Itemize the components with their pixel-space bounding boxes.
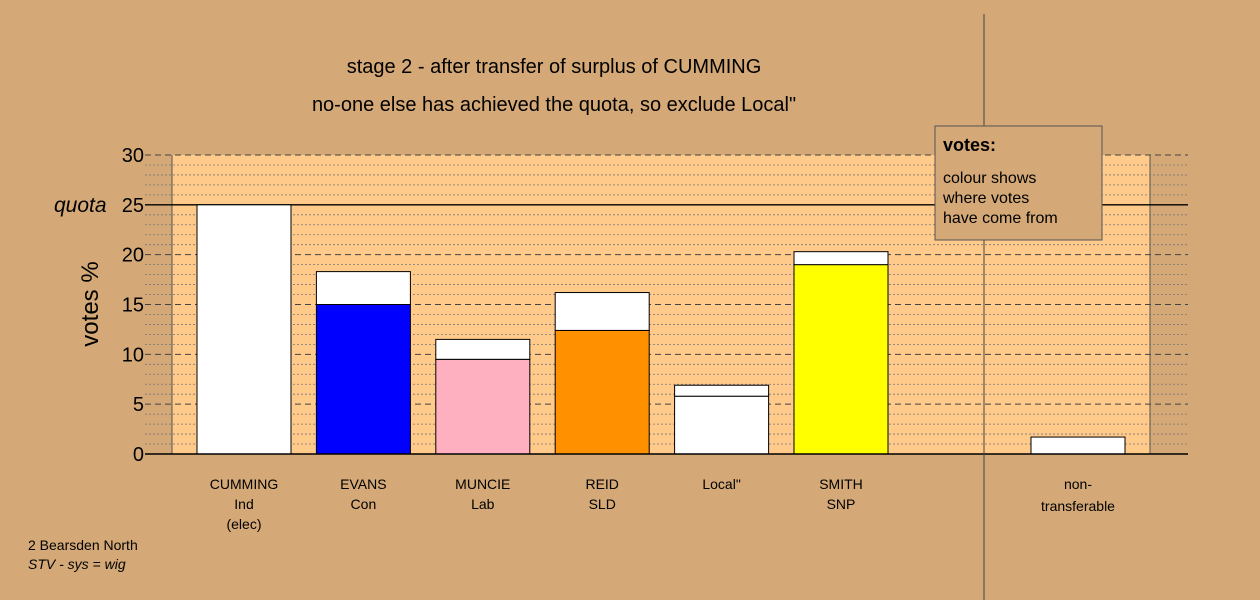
y-tick-labels: 0 5 10 15 20 25 30 — [122, 145, 144, 466]
category-label: transferable — [1041, 498, 1115, 514]
category-label: CUMMING — [210, 476, 278, 492]
bar-reid-transfer — [554, 292, 650, 331]
bar-nontransferable — [1030, 436, 1126, 455]
category-label: Local" — [702, 476, 740, 492]
category-label: Ind — [234, 496, 253, 512]
bars — [196, 204, 1126, 455]
legend-box — [934, 125, 1103, 241]
category-label: EVANS — [340, 476, 386, 492]
chart-title: stage 2 - after transfer of surplus of C… — [347, 56, 762, 78]
bar-smith-transfer — [793, 251, 889, 266]
legend: votes: colour shows where votes have com… — [934, 125, 1103, 241]
category-label: Con — [351, 496, 377, 512]
bar-muncie-base — [435, 358, 531, 455]
bar-smith-base — [793, 264, 889, 455]
category-label: SMITH — [819, 476, 863, 492]
footnote-line-1: 2 Bearsden North — [28, 537, 138, 553]
y-tick-label: 25 — [122, 195, 144, 217]
bar-reid-base — [554, 329, 650, 455]
y-tick-label: 20 — [122, 245, 144, 267]
category-label: SNP — [827, 496, 856, 512]
quota-label: quota — [54, 194, 107, 217]
y-tick-label: 5 — [133, 394, 144, 416]
legend-title: votes: — [943, 135, 996, 155]
bar-evans-base — [315, 304, 411, 455]
legend-line-3: have come from — [943, 210, 1058, 227]
bar-local-transfer — [674, 384, 770, 397]
bar-evans-transfer — [315, 271, 411, 305]
category-label: MUNCIE — [455, 476, 510, 492]
y-tick-label: 30 — [122, 145, 144, 167]
footnote-line-2: STV - sys = wig — [28, 556, 126, 572]
legend-line-2: where votes — [942, 190, 1029, 207]
category-labels: CUMMING Ind (elec) EVANS Con MUNCIE Lab REID SLD… — [210, 476, 1115, 532]
category-label: SLD — [589, 496, 616, 512]
y-tick-label: 0 — [133, 444, 144, 466]
bar-muncie-transfer — [435, 338, 531, 360]
y-tick-label: 10 — [122, 344, 144, 366]
chart-subtitle: no-one else has achieved the quota, so e… — [312, 94, 796, 116]
category-label: (elec) — [226, 516, 261, 532]
category-label: non- — [1064, 476, 1092, 492]
y-axis-label: votes % — [77, 261, 104, 346]
y-tick-label: 15 — [122, 295, 144, 317]
bar-cumming-base — [196, 204, 292, 455]
category-label: Lab — [471, 496, 495, 512]
legend-line-1: colour shows — [943, 170, 1036, 187]
category-label: REID — [585, 476, 618, 492]
bar-local-base — [674, 395, 770, 455]
